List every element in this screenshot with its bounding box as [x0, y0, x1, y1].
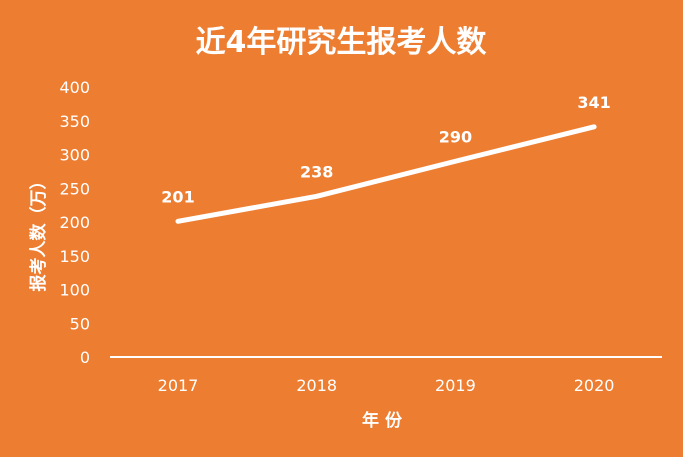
data-label: 341	[577, 93, 610, 112]
y-tick-label: 200	[59, 213, 90, 232]
x-axis-label: 年 份	[362, 410, 403, 431]
y-tick-label: 100	[59, 281, 90, 300]
y-tick-label: 250	[59, 179, 90, 198]
x-tick-label: 2018	[296, 376, 337, 395]
series-line	[175, 124, 597, 224]
data-label: 290	[439, 127, 472, 146]
y-tick-label: 150	[59, 247, 90, 266]
chart-title: 近4年研究生报考人数	[196, 25, 488, 60]
y-tick-label: 300	[59, 146, 90, 165]
x-tick-label: 2020	[574, 376, 615, 395]
y-axis-label: 报考人数（万）	[28, 173, 49, 292]
data-label: 201	[161, 187, 194, 206]
y-tick-label: 0	[80, 348, 90, 367]
y-tick-label: 400	[59, 78, 90, 97]
y-tick-label: 50	[70, 314, 90, 333]
data-label: 238	[300, 162, 333, 181]
x-tick-label: 2019	[435, 376, 476, 395]
y-tick-label: 350	[59, 112, 90, 131]
x-tick-label: 2017	[158, 376, 199, 395]
